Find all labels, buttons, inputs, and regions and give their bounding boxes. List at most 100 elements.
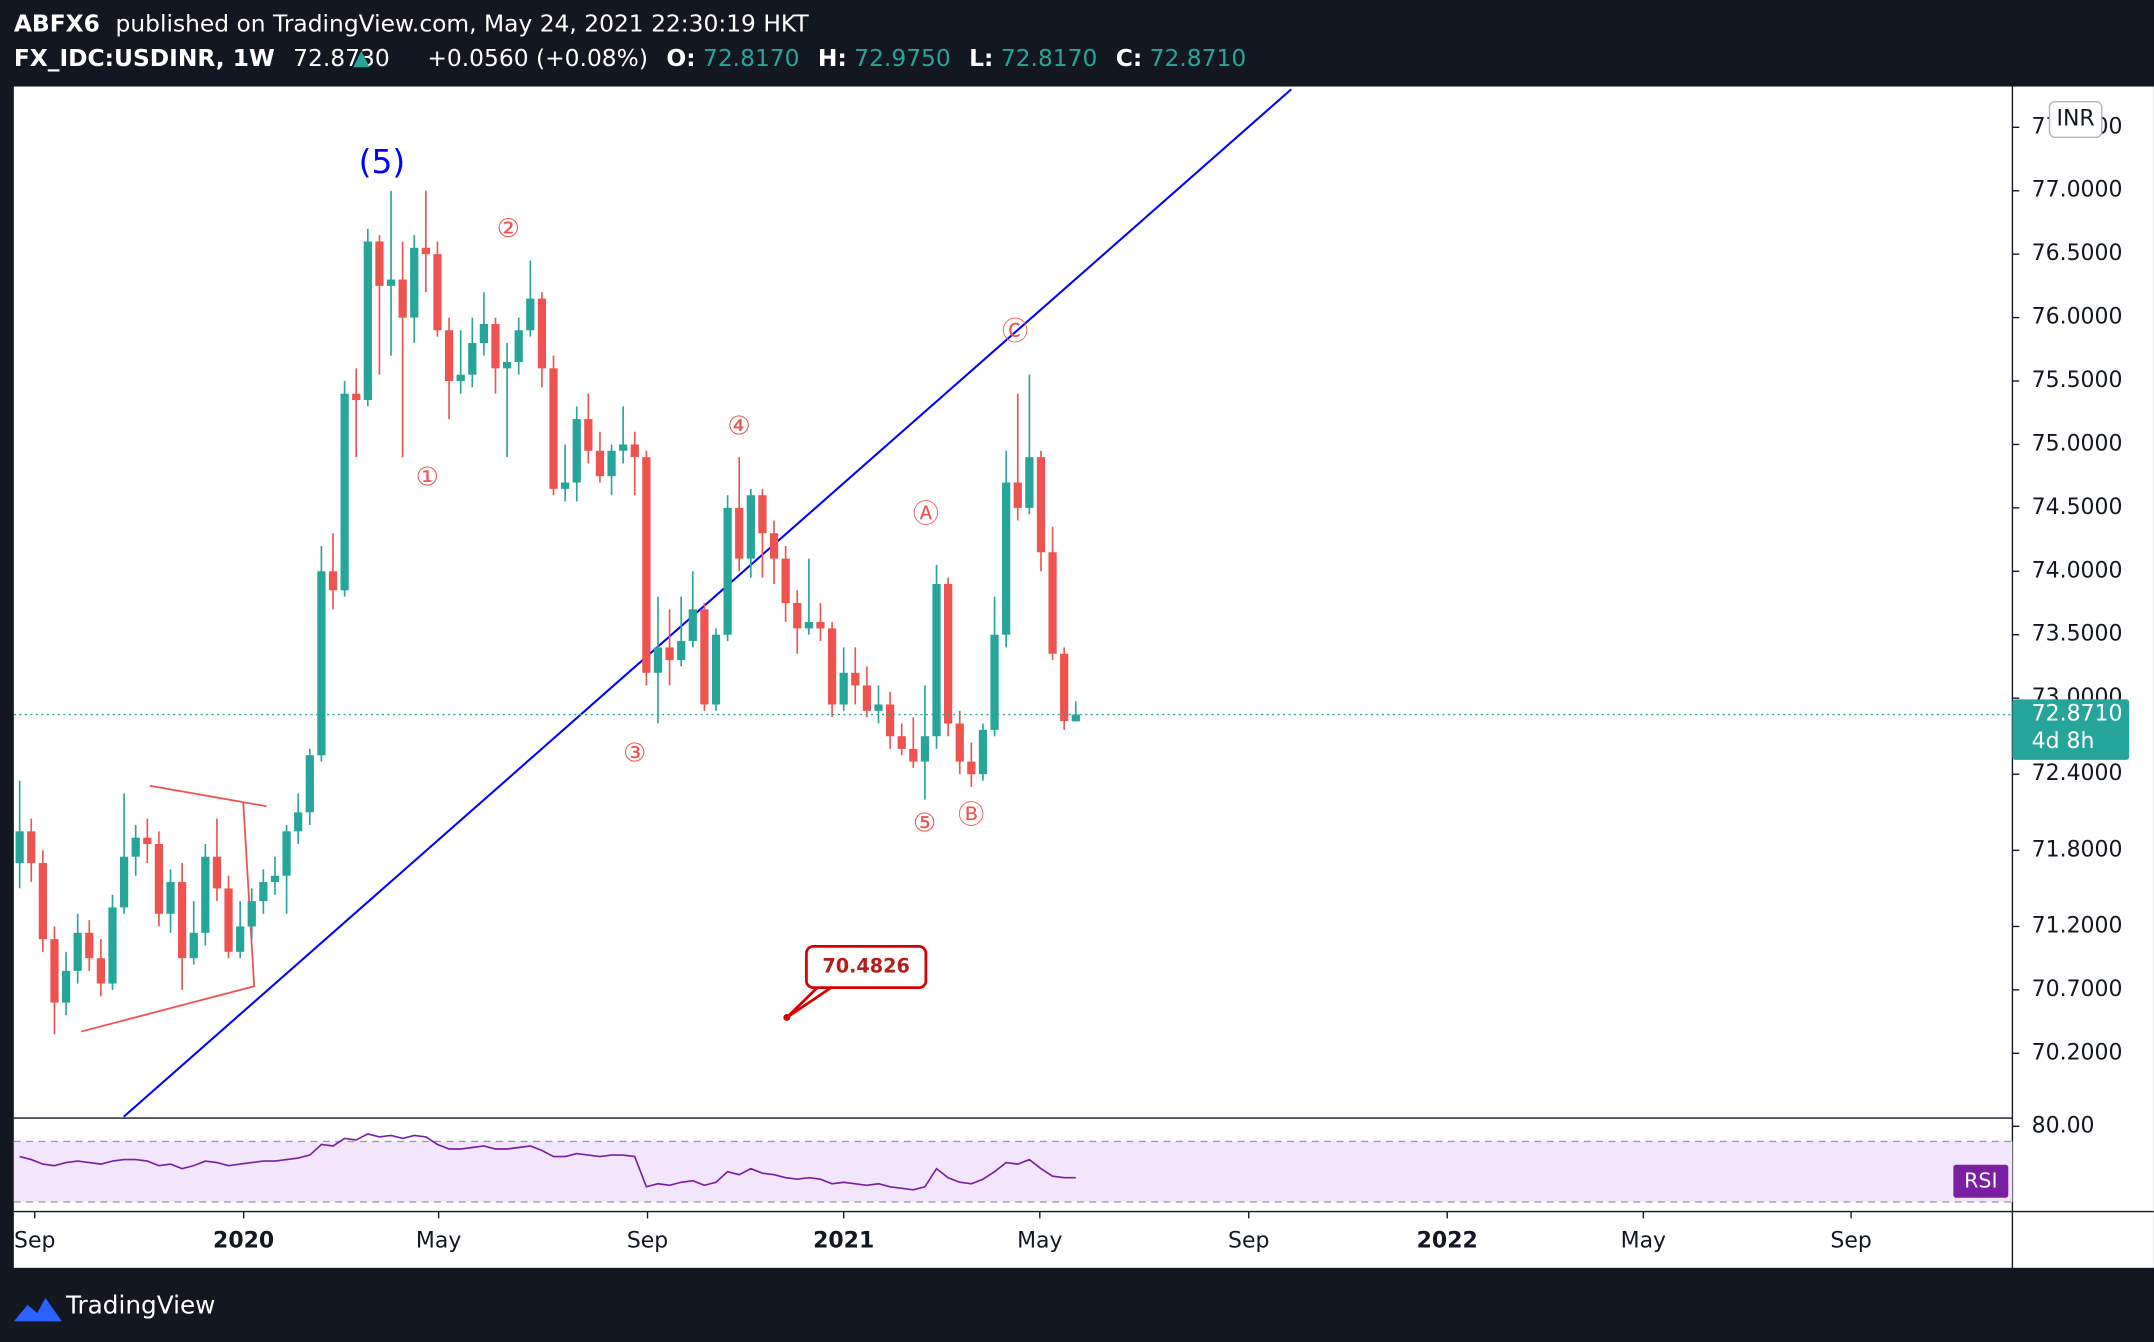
candle-body xyxy=(885,704,895,737)
candle-body xyxy=(630,444,639,458)
candle-body xyxy=(61,970,71,1003)
candle-body xyxy=(317,571,326,756)
y-tick-label: 77.0000 xyxy=(2032,178,2123,203)
x-tick-label: Sep xyxy=(1830,1229,1871,1254)
y-tick-label: 75.5000 xyxy=(2032,368,2123,393)
candle-body xyxy=(561,482,570,489)
candle-body xyxy=(259,882,268,902)
candle-body xyxy=(595,450,605,477)
candle-body xyxy=(827,628,837,705)
candle-body xyxy=(897,736,906,749)
footer-logo: TradingView xyxy=(13,1290,215,1322)
open-label: O: xyxy=(666,44,695,72)
low-label: L: xyxy=(969,44,993,72)
y-tick-label: 74.5000 xyxy=(2032,495,2123,520)
y-tick-label: 75.0000 xyxy=(2032,431,2123,456)
candle-body xyxy=(619,444,628,451)
x-tick-label: 2021 xyxy=(813,1229,874,1254)
price: 72.8730 xyxy=(293,44,390,72)
price-note-label: 70.4826 xyxy=(822,955,910,978)
candle-body xyxy=(955,723,964,762)
candle-body xyxy=(444,330,454,382)
rsi-line xyxy=(19,1133,1076,1191)
candle-body xyxy=(584,419,593,451)
candle-body xyxy=(642,457,651,673)
candle-body xyxy=(549,368,558,489)
candle-body xyxy=(363,241,372,401)
candle-body xyxy=(340,393,349,591)
x-tick-label: Sep xyxy=(1228,1229,1269,1254)
author: ABFX6 xyxy=(14,9,100,37)
price-note-point xyxy=(783,1014,791,1021)
candle-body xyxy=(526,298,535,331)
candle-body xyxy=(607,450,616,477)
publish-line: ABFX6 published on TradingView.com, May … xyxy=(14,9,810,37)
x-tick-label: May xyxy=(1621,1229,1666,1254)
up-arrow-icon xyxy=(353,50,370,68)
symbol: FX_IDC:USDINR, 1W xyxy=(14,44,275,72)
candle-body xyxy=(73,932,82,971)
brand: TradingView xyxy=(65,1290,215,1319)
candle-body xyxy=(201,856,210,933)
plot xyxy=(15,88,1292,1118)
candle-body xyxy=(793,603,802,629)
wave-label: Ⓑ xyxy=(958,800,984,830)
candle-body xyxy=(247,901,256,927)
candle-body xyxy=(1036,457,1046,553)
close-label: C: xyxy=(1116,44,1142,72)
x-tick-label: 2020 xyxy=(213,1229,274,1254)
wave-label: ② xyxy=(497,214,520,244)
candle-body xyxy=(758,495,767,534)
x-tick-label: Sep xyxy=(627,1229,668,1254)
published: published on TradingView.com, May 24, 20… xyxy=(116,9,810,37)
wave-label: Ⓐ xyxy=(913,500,939,530)
candle-body xyxy=(189,932,198,959)
wave-label: (5) xyxy=(359,142,406,181)
candle-body xyxy=(839,672,848,705)
candle-body xyxy=(653,647,663,673)
last-price-label: 72.8710 xyxy=(2032,702,2123,727)
candle-body xyxy=(328,571,338,591)
candle-body xyxy=(131,837,140,857)
candle-body xyxy=(236,926,245,952)
candle-body xyxy=(514,330,523,363)
x-tick-label: May xyxy=(1017,1229,1062,1254)
x-tick-label: 2022 xyxy=(1417,1229,1478,1254)
wave-label: Ⓒ xyxy=(1002,317,1028,347)
candle-body xyxy=(735,507,744,559)
candle-body xyxy=(909,748,918,762)
candle-body xyxy=(38,863,47,940)
candle-body xyxy=(398,279,407,318)
rsi-name: RSI xyxy=(1964,1168,1997,1192)
candle-body xyxy=(282,831,291,876)
candle-body xyxy=(700,609,709,705)
candle-body xyxy=(711,634,721,705)
rsi-tick-label: 80.00 xyxy=(2032,1113,2095,1138)
candle-body xyxy=(433,254,442,331)
candle-body xyxy=(978,729,988,775)
candle-body xyxy=(305,755,314,813)
chart-panel xyxy=(13,86,2154,1268)
triangle-drawing xyxy=(80,784,267,1033)
candle-body xyxy=(27,831,36,864)
candle-body xyxy=(1048,552,1057,654)
candle-body xyxy=(1071,714,1080,722)
high: 72.9750 xyxy=(854,44,951,72)
y-tick-label: 70.2000 xyxy=(2032,1040,2123,1065)
wave-label: ① xyxy=(416,463,439,493)
currency-label: INR xyxy=(2057,107,2095,132)
wave-label: ⑤ xyxy=(913,809,936,839)
candle-body xyxy=(294,812,303,832)
candle-body xyxy=(572,419,581,483)
candle-body xyxy=(119,856,129,908)
candle-body xyxy=(723,507,732,635)
candle-body xyxy=(108,907,117,984)
candle-body xyxy=(50,939,59,1003)
candle-body xyxy=(920,736,930,762)
close: 72.8710 xyxy=(1150,44,1247,72)
rsi-badge xyxy=(1953,1164,2009,1198)
open: 72.8170 xyxy=(703,44,800,72)
candle-body xyxy=(96,958,106,984)
candle-body xyxy=(491,323,500,369)
trend-line xyxy=(123,88,1292,1118)
